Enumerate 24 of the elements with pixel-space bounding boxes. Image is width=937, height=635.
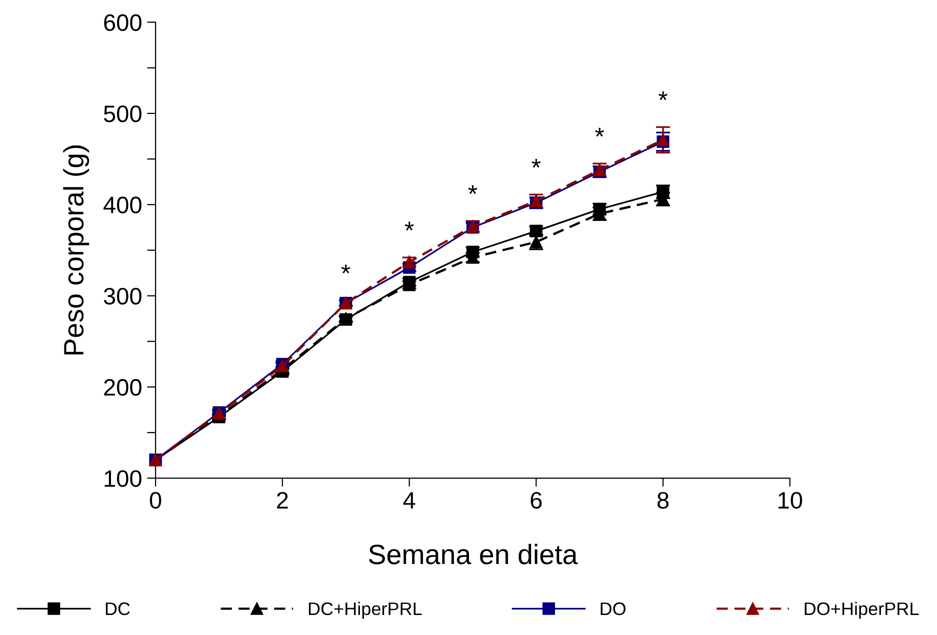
annotation: * [341, 264, 350, 274]
annotation: * [658, 91, 668, 100]
annotation: * [532, 158, 541, 168]
y-tick-label: 300 [104, 288, 142, 305]
annotation: * [404, 222, 414, 231]
legend-label: DC [106, 602, 130, 616]
y-tick-label: 400 [104, 196, 142, 214]
x-tick-label: 6 [530, 492, 542, 509]
y-tick-label: 200 [104, 379, 142, 396]
y-axis-title: Peso corporal (g) [63, 145, 90, 354]
x-axis-title: Semana en dieta [368, 544, 578, 564]
legend-label: DO+HiperPRL [804, 602, 919, 619]
annotation: * [595, 128, 604, 137]
legend-label: DO [600, 602, 626, 616]
annotation: * [468, 185, 478, 194]
legend-label: DC+HiperPRL [308, 602, 422, 619]
x-tick-label: 2 [277, 492, 288, 508]
x-tick-label: 4 [403, 492, 416, 508]
y-tick-label: 600 [104, 14, 142, 32]
x-tick-label: 10 [778, 492, 802, 509]
x-tick-label: 8 [657, 492, 669, 509]
x-tick-label: 0 [150, 492, 162, 509]
y-tick-label: 100 [104, 470, 142, 487]
y-tick-label: 500 [104, 105, 142, 122]
